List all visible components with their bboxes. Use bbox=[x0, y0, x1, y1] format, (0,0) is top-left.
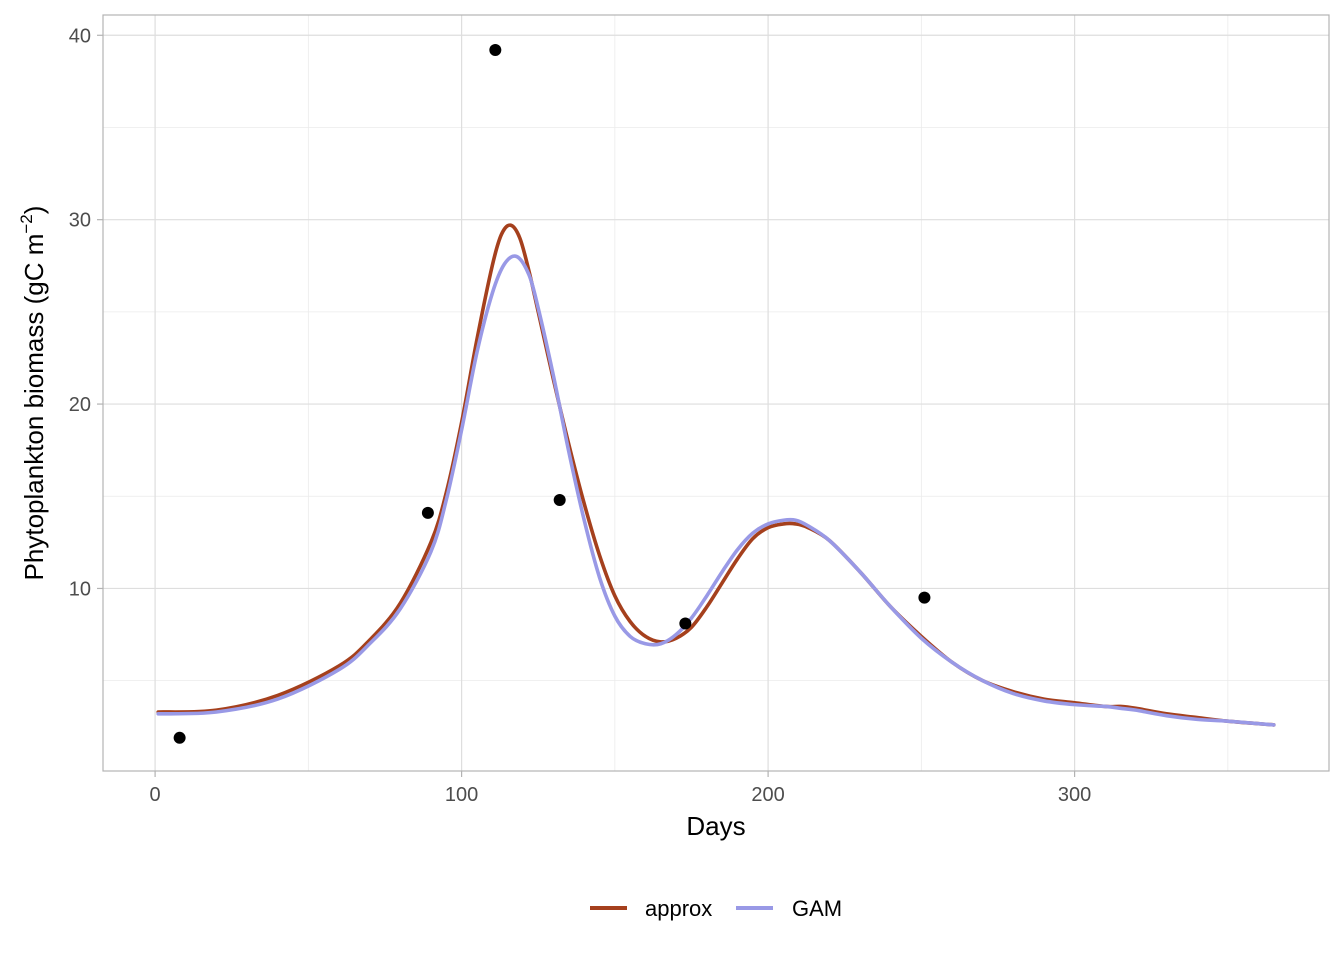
legend-label-gam: GAM bbox=[792, 896, 842, 921]
grid bbox=[103, 15, 1329, 771]
data-point bbox=[918, 591, 931, 604]
data-point bbox=[173, 731, 186, 744]
data-point bbox=[553, 493, 566, 506]
y-tick-label: 30 bbox=[69, 210, 91, 232]
y-tick-label: 20 bbox=[69, 394, 91, 416]
points-layer bbox=[173, 44, 931, 744]
y-tick-label: 10 bbox=[69, 578, 91, 600]
y-tick-label: 40 bbox=[69, 25, 91, 47]
y-axis-title-close: ) bbox=[19, 206, 49, 215]
x-tick-label: 300 bbox=[1058, 784, 1091, 806]
panel-border bbox=[102, 14, 1330, 772]
legend: approx GAM bbox=[590, 896, 842, 921]
y-axis-title: Phytoplankton biomass (gC m−2) bbox=[17, 206, 49, 581]
legend-label-approx: approx bbox=[645, 896, 712, 921]
data-point bbox=[489, 44, 502, 57]
x-tick-label: 100 bbox=[445, 784, 478, 806]
axis-ticks: 0 100 200 300 10 20 30 40 bbox=[69, 25, 1092, 806]
data-point bbox=[679, 617, 692, 630]
y-axis-title-main: Phytoplankton biomass (gC m bbox=[19, 234, 49, 581]
data-point bbox=[421, 506, 434, 519]
y-axis-title-superscript: −2 bbox=[17, 214, 36, 233]
x-tick-label: 0 bbox=[150, 784, 161, 806]
x-axis-title: Days bbox=[686, 811, 745, 841]
x-tick-label: 200 bbox=[751, 784, 784, 806]
